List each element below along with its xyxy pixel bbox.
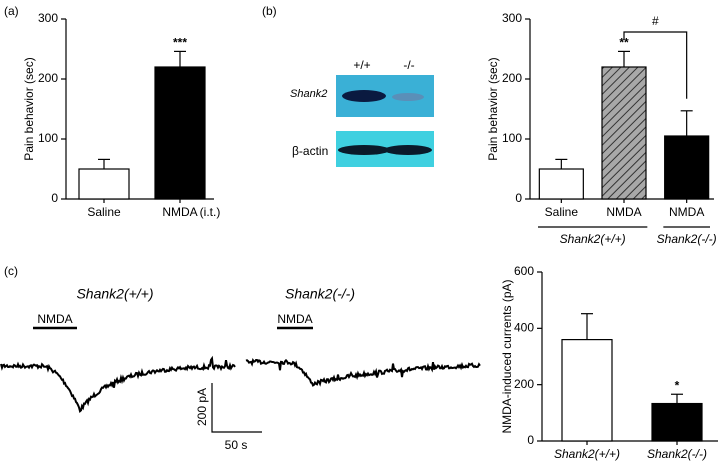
row-label: β-actin — [292, 144, 328, 158]
band — [384, 145, 432, 155]
trace-title: Shank2(+/+) — [76, 286, 153, 302]
bar — [79, 169, 129, 199]
lane-label: +/+ — [353, 58, 370, 72]
significance: *** — [173, 36, 187, 50]
scale-label: 50 s — [225, 438, 248, 452]
bar — [602, 67, 646, 199]
significance: # — [652, 14, 659, 28]
y-tick-label: 200 — [514, 377, 534, 391]
y-tick-label: 400 — [514, 321, 534, 335]
group-label: Shank2(-/-) — [657, 232, 717, 246]
bar — [155, 67, 205, 199]
panel-label: (b) — [262, 4, 277, 18]
y-tick-label: 100 — [38, 131, 58, 145]
band — [342, 90, 386, 102]
stimulus-label: NMDA — [37, 312, 72, 326]
band — [392, 93, 424, 101]
current-trace — [246, 360, 480, 385]
bar — [539, 169, 583, 199]
y-tick-label: 600 — [514, 264, 534, 278]
band — [338, 145, 390, 155]
x-tick-label: NMDA — [606, 205, 641, 219]
scale-bar — [212, 383, 262, 432]
panel-label: (c) — [4, 264, 18, 278]
x-tick-label: NMDA — [669, 205, 704, 219]
y-tick-label: 100 — [502, 131, 522, 145]
y-tick-label: 200 — [502, 71, 522, 85]
y-tick-label: 0 — [51, 191, 58, 205]
bar — [665, 136, 709, 199]
scale-label: 200 pA — [195, 388, 209, 426]
significance: * — [675, 378, 680, 392]
y-tick-label: 0 — [515, 191, 522, 205]
x-tick-label: NMDA — [162, 205, 197, 219]
x-tick-label: Saline — [87, 205, 121, 219]
stimulus-label: NMDA — [277, 312, 312, 326]
panel-label: (a) — [4, 4, 19, 18]
y-tick-label: 300 — [502, 11, 522, 25]
x-tick-label: Saline — [545, 205, 579, 219]
bar — [652, 404, 702, 441]
row-label: Shank2 — [290, 88, 327, 100]
y-axis-label: Pain behavior (sec) — [486, 57, 500, 160]
y-tick-label: 300 — [38, 11, 58, 25]
y-axis-label: NMDA-induced currents (pA) — [500, 279, 514, 433]
x-tick-label: Shank2(+/+) — [554, 447, 620, 461]
y-axis-label: Pain behavior (sec) — [22, 57, 36, 160]
note: (i.t.) — [200, 205, 221, 219]
bar — [562, 340, 612, 441]
trace-title: Shank2(-/-) — [285, 286, 355, 302]
y-tick-label: 200 — [38, 71, 58, 85]
group-label: Shank2(+/+) — [560, 232, 626, 246]
lane-label: -/- — [403, 58, 414, 72]
x-tick-label: Shank2(-/-) — [647, 447, 707, 461]
y-tick-label: 0 — [527, 433, 534, 447]
